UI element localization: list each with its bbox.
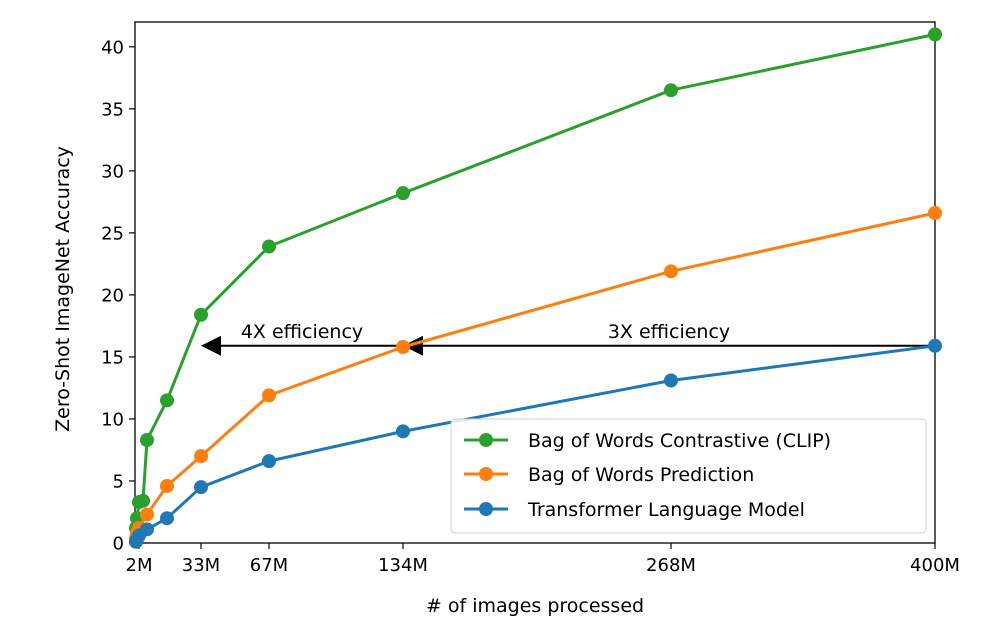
data-point bbox=[396, 424, 410, 439]
efficiency-annotation-label: 3X efficiency bbox=[608, 321, 730, 343]
data-point bbox=[262, 388, 276, 403]
plot-frame bbox=[134, 21, 936, 544]
data-point bbox=[396, 340, 410, 355]
efficiency-annotation-label: 4X efficiency bbox=[241, 321, 363, 343]
y-tick-label: 35 bbox=[101, 99, 124, 120]
legend: Bag of Words Contrastive (CLIP) Bag of Wo… bbox=[450, 418, 927, 534]
x-tick-label: 2M bbox=[126, 555, 153, 576]
efficiency-arrow-head bbox=[201, 335, 221, 356]
data-point bbox=[136, 493, 150, 508]
data-point bbox=[140, 522, 154, 537]
data-point bbox=[140, 433, 154, 448]
legend-box bbox=[450, 418, 927, 534]
y-tick-label: 10 bbox=[101, 409, 124, 430]
y-tick-label: 20 bbox=[101, 285, 124, 306]
data-point bbox=[928, 338, 942, 353]
data-point bbox=[194, 480, 208, 495]
data-point bbox=[194, 449, 208, 464]
legend-swatch-marker bbox=[479, 502, 493, 516]
legend-swatch-marker bbox=[479, 433, 493, 447]
data-point bbox=[396, 186, 410, 201]
data-point bbox=[160, 511, 174, 526]
x-axis-label: # of images processed bbox=[426, 595, 644, 617]
data-point bbox=[140, 507, 154, 522]
data-point bbox=[664, 83, 678, 98]
data-point bbox=[262, 239, 276, 254]
x-tick-label: 400M bbox=[910, 555, 960, 576]
series-0 bbox=[129, 27, 942, 536]
legend-swatch-marker bbox=[479, 467, 493, 481]
data-point bbox=[664, 264, 678, 279]
y-tick-label: 15 bbox=[101, 347, 124, 368]
data-point bbox=[160, 393, 174, 408]
x-tick-label: 67M bbox=[250, 555, 288, 576]
x-tick-label: 134M bbox=[378, 555, 428, 576]
data-point bbox=[928, 206, 942, 221]
data-point bbox=[664, 373, 678, 388]
y-tick-label: 25 bbox=[101, 223, 124, 244]
data-point bbox=[160, 478, 174, 493]
data-point bbox=[262, 454, 276, 469]
y-tick-label: 0 bbox=[113, 534, 124, 555]
data-point bbox=[194, 307, 208, 322]
y-tick-label: 40 bbox=[101, 37, 124, 58]
x-tick-label: 268M bbox=[646, 555, 696, 576]
legend-label: Bag of Words Prediction bbox=[528, 464, 754, 486]
y-tick-label: 30 bbox=[101, 161, 124, 182]
data-point bbox=[928, 27, 942, 42]
axes: 0 5 10 15 20 25 30 35 40 2M 33M 67M 134M 268M 400M bbox=[101, 21, 960, 576]
efficiency-arrow-head bbox=[403, 335, 423, 356]
legend-label: Transformer Language Model bbox=[527, 499, 805, 521]
y-tick-label: 5 bbox=[113, 471, 124, 492]
series-2 bbox=[129, 338, 942, 549]
series-layer bbox=[129, 27, 942, 549]
x-tick-label: 33M bbox=[182, 555, 220, 576]
annotations: 4X efficiency 3X efficiency bbox=[201, 321, 935, 356]
y-axis-label: Zero-Shot ImageNet Accuracy bbox=[52, 146, 74, 432]
legend-label: Bag of Words Contrastive (CLIP) bbox=[528, 430, 831, 452]
